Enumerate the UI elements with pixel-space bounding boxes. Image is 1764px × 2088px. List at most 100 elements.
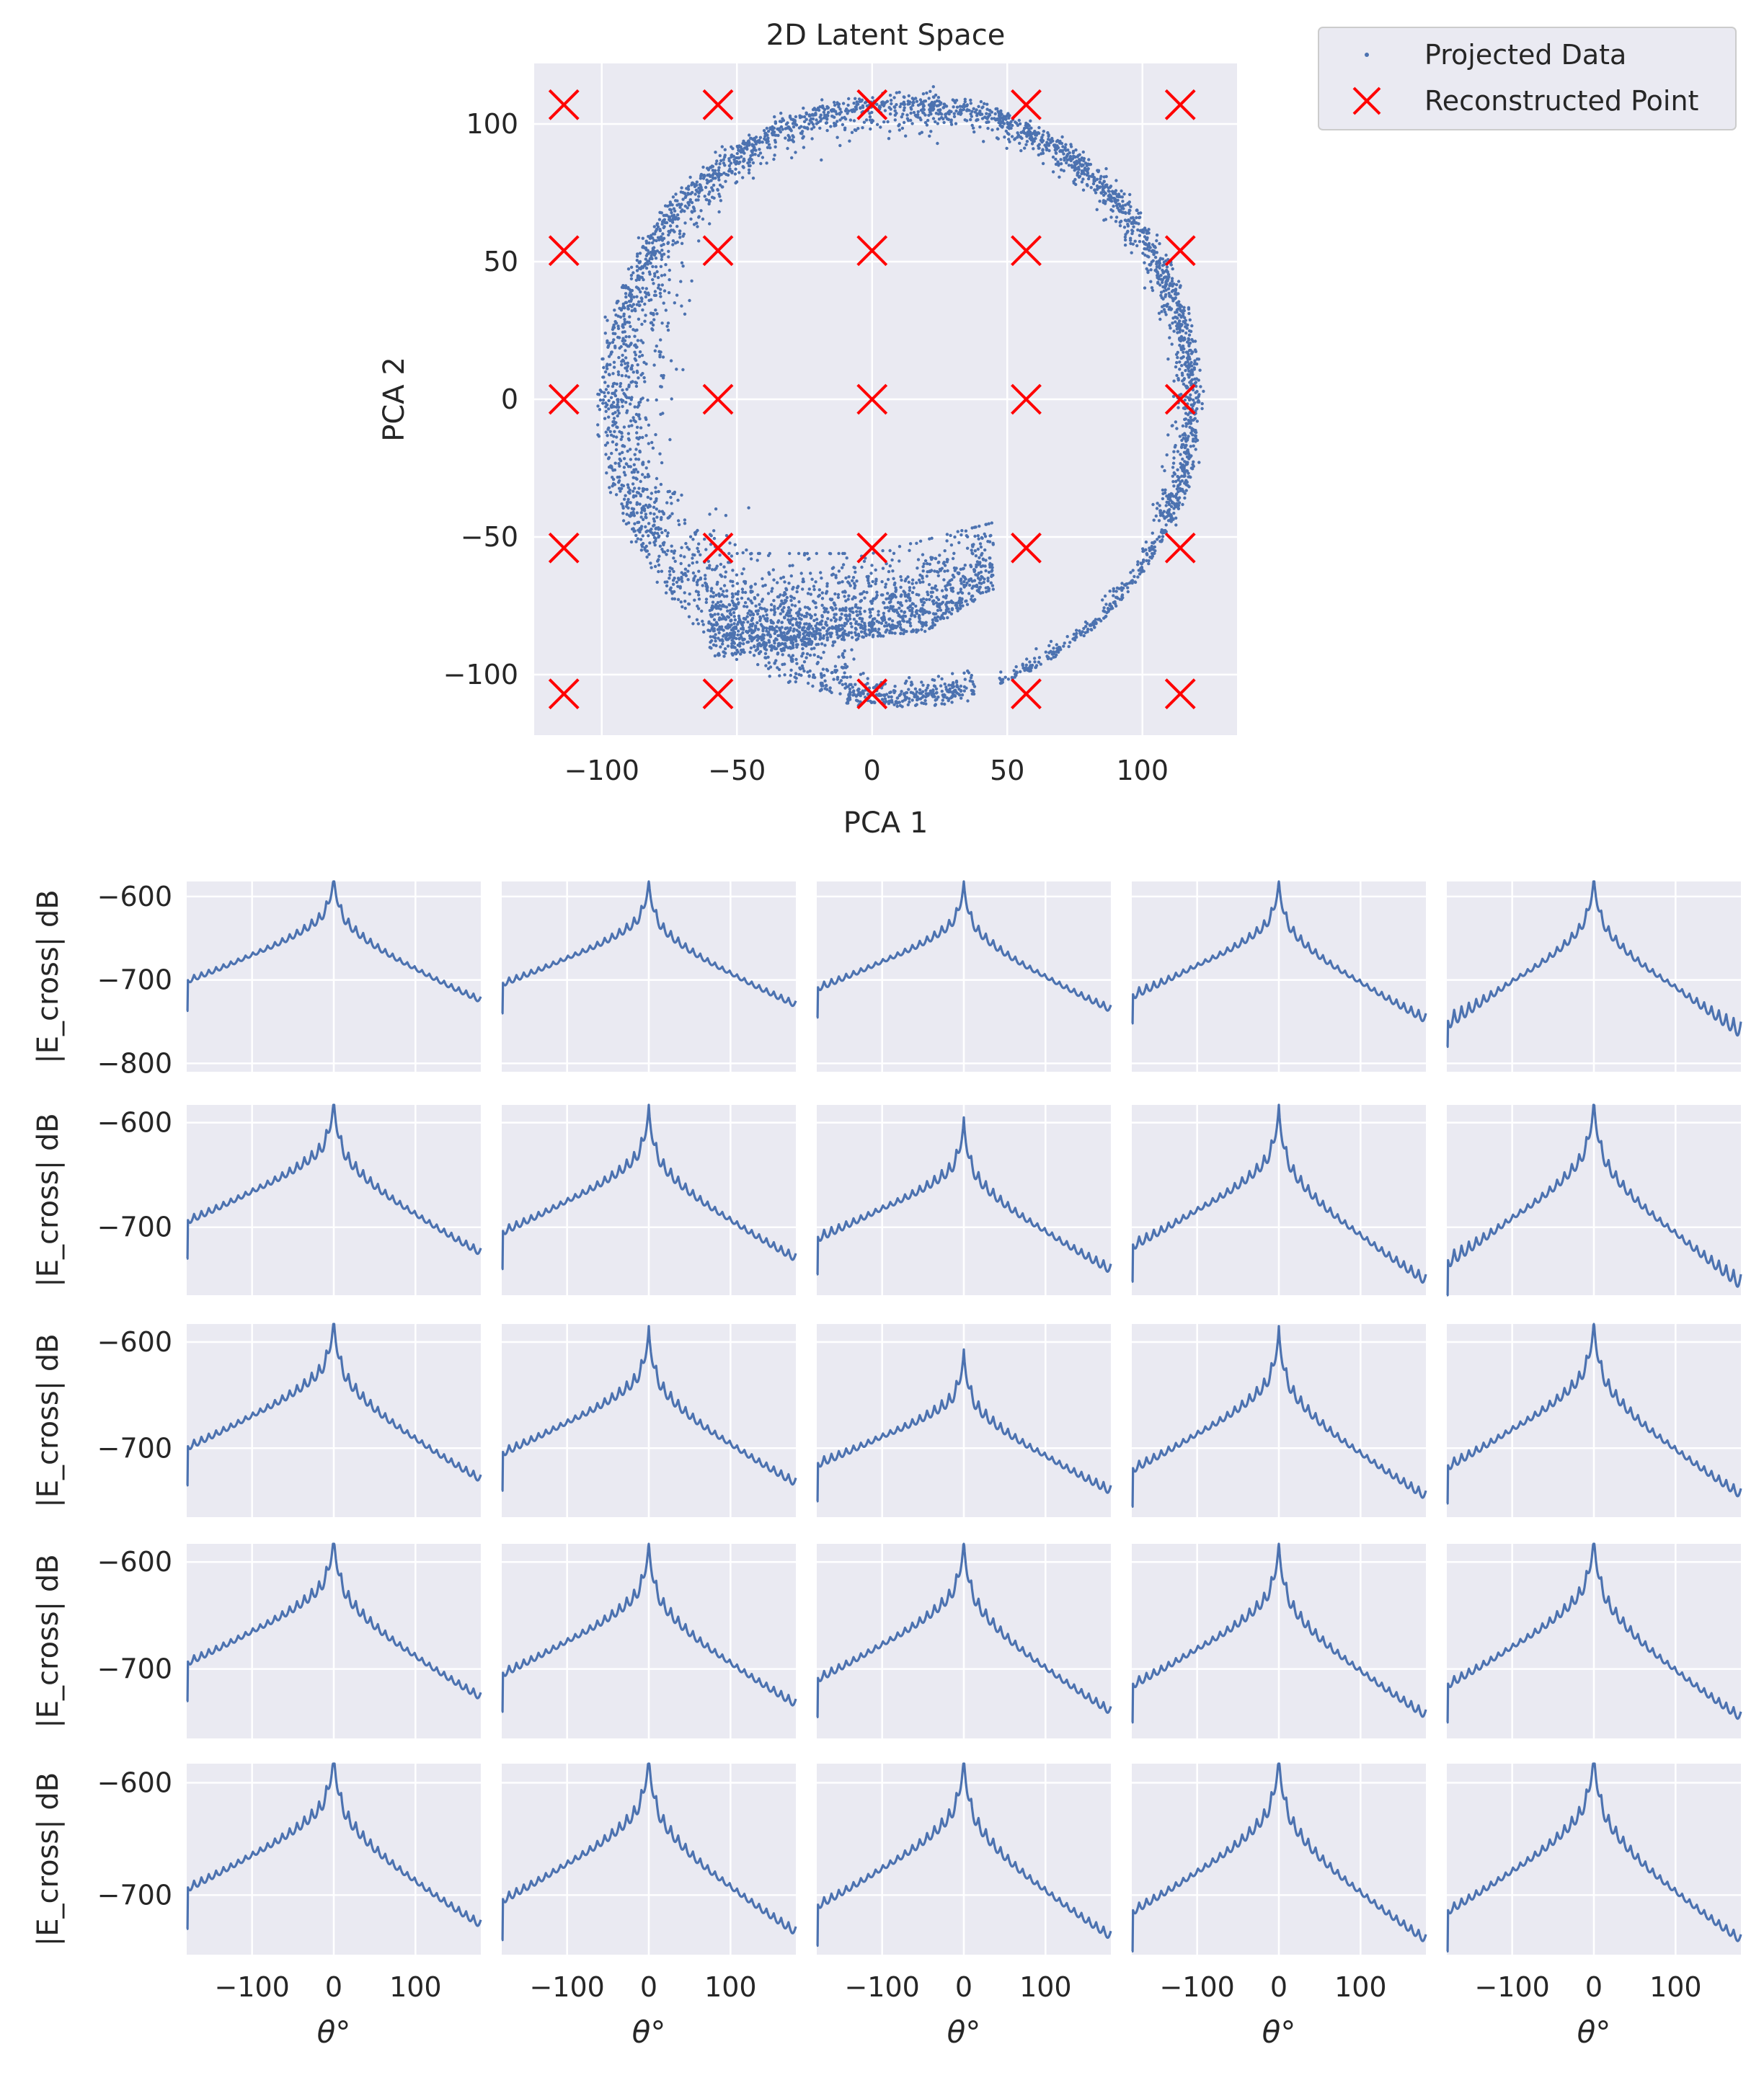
projected-data-point <box>900 126 905 130</box>
projected-data-point <box>671 239 675 243</box>
projected-data-point <box>675 203 679 207</box>
projected-data-point <box>1172 484 1176 488</box>
projected-data-point <box>1189 397 1192 401</box>
projected-data-point <box>1063 146 1067 149</box>
projected-data-point <box>911 101 915 105</box>
projected-data-point <box>822 110 826 114</box>
projected-data-point <box>963 99 967 104</box>
projected-data-point <box>802 115 807 119</box>
projected-data-point <box>776 666 779 670</box>
projected-data-point <box>1191 373 1195 376</box>
projected-data-point <box>657 251 662 254</box>
projected-data-point <box>916 558 921 561</box>
projected-data-point <box>924 621 928 625</box>
projected-data-point <box>1187 344 1191 348</box>
projected-data-point <box>683 567 688 571</box>
projected-data-point <box>938 554 941 557</box>
projected-data-point <box>634 358 638 363</box>
projected-data-point <box>714 593 718 597</box>
projected-data-point <box>642 517 645 521</box>
projected-data-point <box>733 172 737 176</box>
projected-data-point <box>758 136 763 139</box>
projected-data-point <box>741 176 745 179</box>
projected-data-point <box>970 110 974 113</box>
projected-data-point <box>737 636 741 640</box>
projected-data-point <box>825 585 829 588</box>
projected-data-point <box>611 476 614 479</box>
projected-data-point <box>949 123 954 126</box>
projected-data-point <box>717 178 721 182</box>
projected-data-point <box>666 516 670 520</box>
projected-data-point <box>977 105 980 108</box>
projected-data-point <box>1178 343 1182 347</box>
projected-data-point <box>820 98 824 102</box>
projected-data-point <box>888 94 892 97</box>
projected-data-point <box>875 683 879 687</box>
projected-data-point <box>815 662 819 665</box>
projected-data-point <box>1178 360 1182 364</box>
projected-data-point <box>634 353 638 357</box>
projected-data-point <box>629 448 632 451</box>
projected-data-point <box>610 403 613 407</box>
projected-data-point <box>780 626 784 629</box>
projected-data-point <box>637 443 640 446</box>
projected-data-point <box>758 615 762 619</box>
projected-data-point <box>717 166 721 169</box>
projected-data-point <box>616 314 620 318</box>
projected-data-point <box>1118 204 1122 208</box>
projected-data-point <box>1103 594 1107 598</box>
projected-data-point <box>1182 311 1185 316</box>
projected-data-point <box>971 689 975 693</box>
projected-data-point <box>646 259 650 263</box>
projected-data-point <box>672 556 675 560</box>
projected-data-point <box>836 120 839 123</box>
projected-data-point <box>660 510 664 513</box>
projected-data-point <box>797 551 801 556</box>
projected-data-point <box>903 579 908 583</box>
projected-data-point <box>1112 204 1115 208</box>
projected-data-point <box>783 662 786 666</box>
projected-data-point <box>834 607 838 610</box>
projected-data-point <box>652 363 656 367</box>
projected-data-point <box>626 497 630 502</box>
projected-data-point <box>1187 485 1191 489</box>
projected-data-point <box>936 122 940 125</box>
projected-data-point <box>940 116 944 120</box>
projected-data-point <box>850 648 854 652</box>
projected-data-point <box>647 423 651 427</box>
projected-data-point <box>837 655 841 659</box>
projected-data-point <box>729 618 732 623</box>
projected-data-point <box>777 619 781 623</box>
projected-data-point <box>799 125 803 128</box>
projected-data-point <box>1007 133 1011 136</box>
projected-data-point <box>1158 262 1161 265</box>
projected-data-point <box>683 522 687 525</box>
projected-data-point <box>1154 268 1158 272</box>
projected-data-point <box>697 195 701 198</box>
projected-data-point <box>1184 350 1189 354</box>
projected-data-point <box>759 644 763 648</box>
projected-data-point <box>1060 168 1063 172</box>
projected-data-point <box>934 687 939 690</box>
projected-data-point <box>659 295 662 298</box>
projected-data-point <box>844 632 848 636</box>
projected-data-point <box>1145 254 1149 258</box>
projected-data-point <box>1114 179 1118 182</box>
projected-data-point <box>805 652 810 656</box>
projected-data-point <box>1166 287 1171 290</box>
projected-data-point <box>889 107 892 111</box>
projected-data-point <box>666 531 670 535</box>
projected-data-point <box>606 363 609 366</box>
projected-data-point <box>780 599 784 603</box>
projected-data-point <box>648 541 652 545</box>
projected-data-point <box>779 603 783 606</box>
projected-data-point <box>981 105 985 109</box>
projected-data-point <box>638 502 642 506</box>
projected-data-point <box>823 644 827 647</box>
projected-data-point <box>598 398 603 402</box>
projected-data-point <box>750 618 753 623</box>
projected-data-point <box>631 380 634 383</box>
projected-data-point <box>641 487 645 491</box>
projected-data-point <box>932 95 936 99</box>
projected-data-point <box>891 569 895 573</box>
